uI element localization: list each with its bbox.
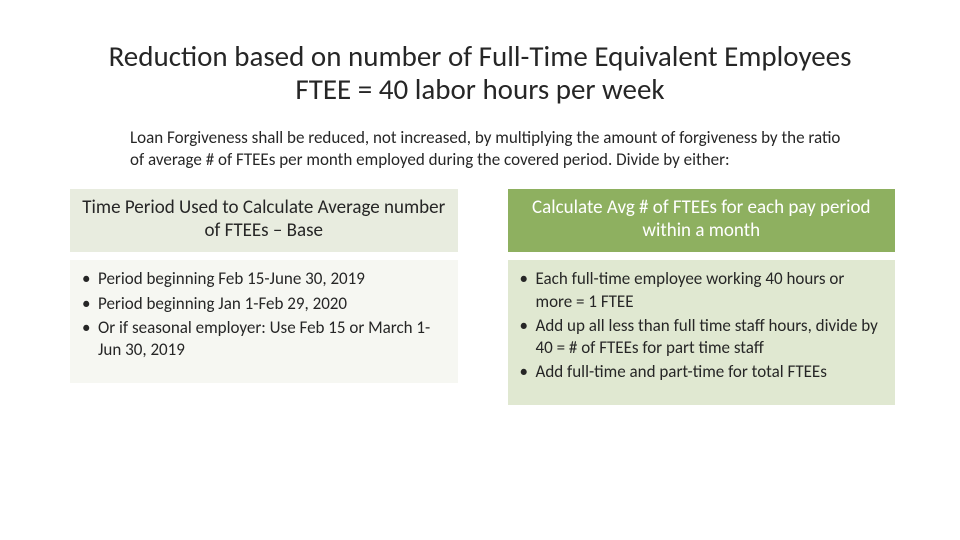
list-item: Add up all less than full time staff hou…	[520, 315, 884, 359]
list-item: Add full-time and part-time for total FT…	[520, 361, 884, 383]
list-item: Period beginning Jan 1-Feb 29, 2020	[82, 293, 446, 315]
columns-container: Time Period Used to Calculate Average nu…	[60, 189, 900, 405]
slide: Reduction based on number of Full-Time E…	[0, 0, 960, 540]
left-column: Time Period Used to Calculate Average nu…	[70, 189, 458, 405]
left-bullet-list: Period beginning Feb 15-June 30, 2019 Pe…	[82, 268, 446, 360]
right-column-header: Calculate Avg # of FTEEs for each pay pe…	[508, 189, 896, 253]
right-column: Calculate Avg # of FTEEs for each pay pe…	[508, 189, 896, 405]
list-item: Each full-time employee working 40 hours…	[520, 268, 884, 312]
right-column-body: Each full-time employee working 40 hours…	[508, 260, 896, 404]
left-column-header: Time Period Used to Calculate Average nu…	[70, 189, 458, 253]
list-item: Period beginning Feb 15-June 30, 2019	[82, 268, 446, 290]
list-item: Or if seasonal employer: Use Feb 15 or M…	[82, 317, 446, 361]
left-column-body: Period beginning Feb 15-June 30, 2019 Pe…	[70, 260, 458, 382]
right-bullet-list: Each full-time employee working 40 hours…	[520, 268, 884, 382]
title-line-1: Reduction based on number of Full-Time E…	[109, 38, 852, 74]
intro-paragraph: Loan Forgiveness shall be reduced, not i…	[130, 127, 850, 171]
slide-title: Reduction based on number of Full-Time E…	[100, 40, 860, 107]
title-line-2: FTEE = 40 labor hours per week	[295, 71, 664, 107]
